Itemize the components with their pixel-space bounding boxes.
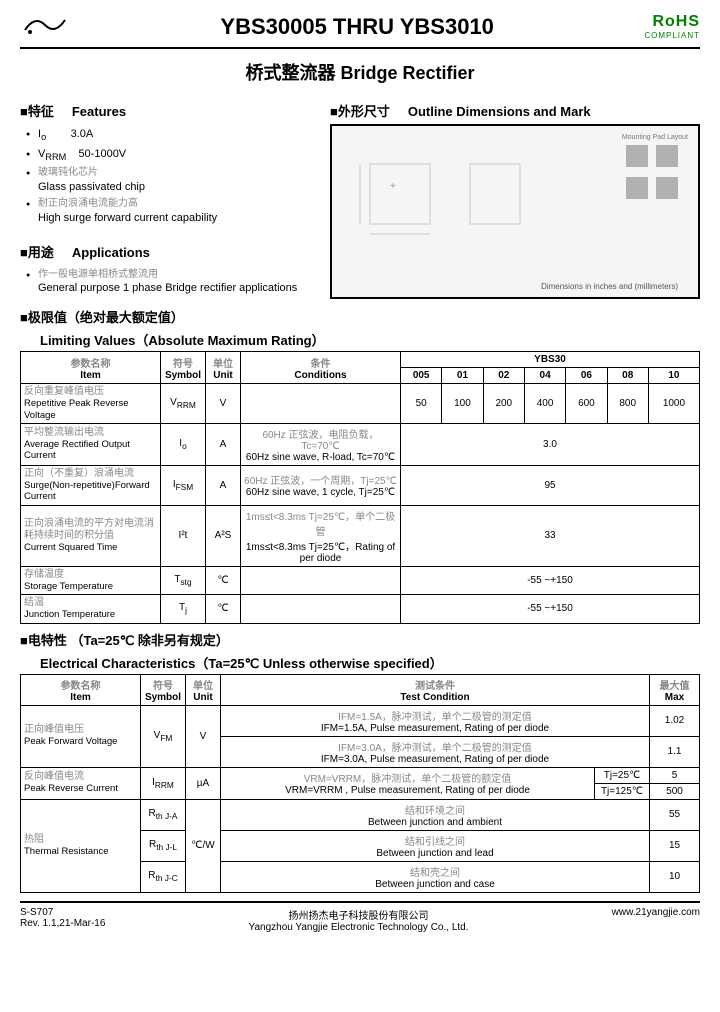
- feature-item: 玻璃钝化芯片Glass passivated chip: [26, 166, 310, 194]
- table-row: 正向峰值电压Peak Forward Voltage VFM V IFM=1.5…: [21, 705, 700, 736]
- svg-text:+: +: [390, 181, 396, 192]
- rohs-badge: RoHS COMPLIANT: [644, 13, 700, 40]
- apps-heading-cn: ■用途: [20, 242, 54, 261]
- elec-heading-en: Electrical Characteristics（Ta=25℃ Unless…: [20, 653, 700, 672]
- table-row: 反向重复峰值电压Repetitive Peak Reverse Voltage …: [21, 384, 700, 424]
- table-row: 正向（不重复）浪涌电流Surge(Non-repetitive)Forward …: [21, 465, 700, 505]
- mounting-pad-layout: Mounting Pad Layout: [622, 134, 688, 205]
- apps-item: 作一般电源单相桥式整流用General purpose 1 phase Brid…: [26, 268, 310, 296]
- footer-left: S-S707 Rev. 1.1,21-Mar-16: [20, 907, 105, 933]
- features-heading-en: Features: [72, 104, 126, 119]
- subtitle-cn: 桥式整流器: [245, 63, 335, 83]
- feature-item: VRRM 50-1000V: [26, 147, 310, 164]
- footer: S-S707 Rev. 1.1,21-Mar-16 扬州扬杰电子科技股份有限公司…: [20, 901, 700, 933]
- subtitle-en: Bridge Rectifier: [340, 63, 474, 83]
- features-list: Io 3.0A VRRM 50-1000V 玻璃钝化芯片Glass passiv…: [20, 127, 310, 226]
- elec-heading-cn: ■电特性 （Ta=25℃ 除非另有规定）: [20, 630, 700, 649]
- table-row: 存储温度Storage Temperature Tstg ℃ -55 ~+150: [21, 566, 700, 594]
- electrical-table: 参数名称Item 符号Symbol 单位Unit 测试条件Test Condit…: [20, 674, 700, 893]
- features-heading-cn: ■特征: [20, 101, 54, 120]
- dimensions-note: Dimensions in inches and (millimeters): [541, 282, 678, 291]
- outline-heading-cn: ■外形尺寸: [330, 101, 390, 120]
- apps-heading-en: Applications: [72, 245, 150, 260]
- limiting-heading-en: Limiting Values（Absolute Maximum Rating）: [20, 330, 700, 349]
- footer-right: www.21yangjie.com: [612, 907, 700, 933]
- header: YBS30005 THRU YBS3010 RoHS COMPLIANT: [20, 10, 700, 49]
- table-row: 结温Junction Temperature Tj ℃ -55 ~+150: [21, 595, 700, 623]
- apps-list: 作一般电源单相桥式整流用General purpose 1 phase Brid…: [20, 268, 310, 296]
- subtitle: 桥式整流器 Bridge Rectifier: [20, 59, 700, 85]
- rohs-text: RoHS: [644, 13, 700, 31]
- logo: [20, 10, 70, 43]
- outline-heading-en: Outline Dimensions and Mark: [408, 104, 591, 119]
- limiting-table: 参数名称Item 符号Symbol 单位Unit 条件Conditions YB…: [20, 351, 700, 623]
- table-row: 平均整流输出电流Average Rectified Output Current…: [21, 423, 700, 465]
- table-header-row: 参数名称Item 符号Symbol 单位Unit 条件Conditions YB…: [21, 352, 700, 368]
- table-row: 正向浪涌电流的平方对电流消耗持续时间的积分值Current Squared Ti…: [21, 505, 700, 566]
- table-row: 热阻Thermal Resistance Rth J-A ℃/W 结和环境之间B…: [21, 799, 700, 830]
- rohs-sub: COMPLIANT: [644, 31, 700, 40]
- feature-item: Io 3.0A: [26, 127, 310, 144]
- outline-diagram: Mounting Pad Layout + Dimensions in inch…: [330, 124, 700, 299]
- table-header-row: 参数名称Item 符号Symbol 单位Unit 测试条件Test Condit…: [21, 674, 700, 705]
- footer-center: 扬州扬杰电子科技股份有限公司 Yangzhou Yangjie Electron…: [105, 907, 611, 933]
- feature-item: 耐正向浪涌电流能力高High surge forward current cap…: [26, 197, 310, 225]
- table-row: 反向峰值电流Peak Reverse Current IRRM µA VRM=V…: [21, 767, 700, 783]
- page-title: YBS30005 THRU YBS3010: [70, 14, 644, 40]
- limiting-heading-cn: ■极限值（绝对最大额定值）: [20, 307, 700, 326]
